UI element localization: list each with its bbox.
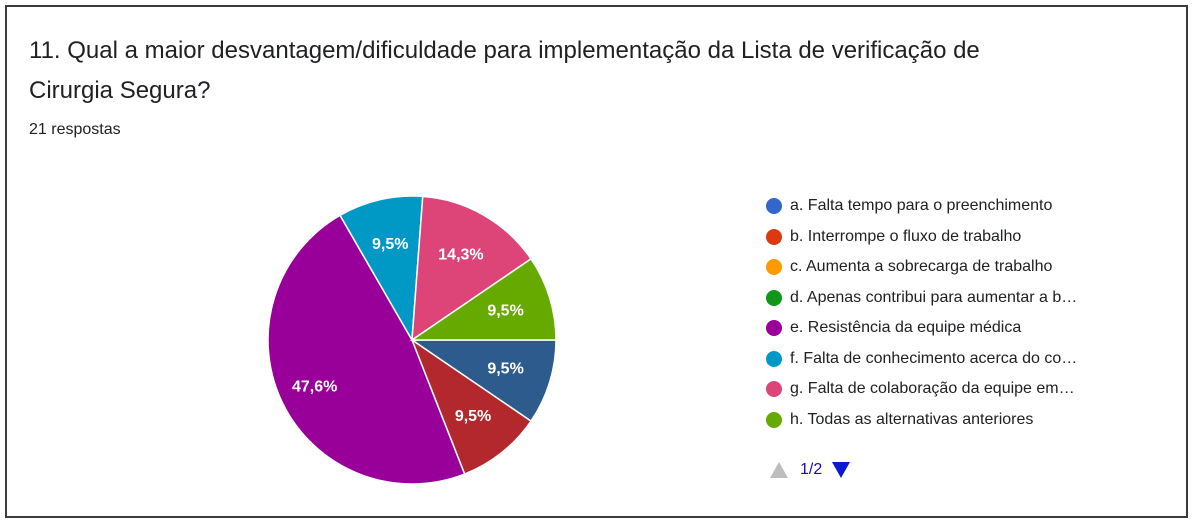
- pie-slice-label: 9,5%: [455, 408, 491, 425]
- pie-slice[interactable]: [409, 339, 557, 423]
- legend-label: f. Falta de conhecimento acerca do co…: [790, 349, 1078, 367]
- question-title: 11. Qual a maior desvantagem/dificuldade…: [29, 31, 1129, 111]
- legend-item[interactable]: e. Resistência da equipe médica: [766, 313, 1077, 344]
- legend-label: d. Apenas contribui para aumentar a b…: [790, 288, 1078, 306]
- legend-label: h. Todas as alternativas anteriores: [790, 410, 1034, 428]
- legend-label: a. Falta tempo para o preenchimento: [790, 197, 1053, 215]
- pie-slice[interactable]: [267, 214, 466, 485]
- pie-slice[interactable]: [338, 195, 424, 343]
- triangle-down-icon[interactable]: [832, 462, 851, 478]
- legend-label: b. Interrompe o fluxo de trabalho: [790, 227, 1022, 245]
- question-card: 11. Qual a maior desvantagem/dificuldade…: [5, 5, 1188, 518]
- question-title-line-1: 11. Qual a maior desvantagem/dificuldade…: [29, 37, 980, 64]
- legend-item[interactable]: d. Apenas contribui para aumentar a b…: [766, 283, 1077, 314]
- pie-slice[interactable]: [411, 195, 533, 342]
- legend-item[interactable]: h. Todas as alternativas anteriores: [766, 405, 1077, 436]
- legend-label: c. Aumenta a sobrecarga de trabalho: [790, 258, 1053, 276]
- response-count: 21 respostas: [29, 121, 121, 138]
- legend-swatch-icon: [766, 381, 782, 398]
- legend-swatch-icon: [766, 350, 782, 367]
- legend-swatch-icon: [766, 259, 782, 276]
- legend-label: e. Resistência da equipe médica: [790, 319, 1022, 337]
- triangle-up-icon[interactable]: [770, 462, 788, 478]
- legend-label: g. Falta de colaboração da equipe em…: [790, 380, 1075, 398]
- chart-legend: a. Falta tempo para o preenchimento b. I…: [766, 191, 1077, 435]
- legend-item[interactable]: c. Aumenta a sobrecarga de trabalho: [766, 252, 1077, 283]
- question-title-line-2: Cirurgia Segura?: [29, 77, 211, 104]
- pie-slice-label: 14,3%: [438, 247, 483, 264]
- pie-slice-label: 9,5%: [372, 236, 408, 253]
- pie-slice-label: 9,5%: [487, 303, 523, 320]
- legend-swatch-icon: [766, 198, 782, 215]
- pie-slice[interactable]: [409, 257, 557, 341]
- pie-chart: 9,5% 9,5% 47,6% 9,5% 14,3% 9,5%: [267, 195, 557, 485]
- pie-slice[interactable]: [410, 338, 533, 476]
- legend-swatch-icon: [766, 320, 782, 337]
- legend-swatch-icon: [766, 228, 782, 245]
- pie-slice-label: 9,5%: [487, 360, 523, 377]
- pager-label: 1/2: [800, 461, 823, 478]
- legend-swatch-icon: [766, 289, 782, 306]
- legend-item[interactable]: g. Falta de colaboração da equipe em…: [766, 374, 1077, 405]
- legend-item[interactable]: b. Interrompe o fluxo de trabalho: [766, 222, 1077, 253]
- pie-slice-label: 47,6%: [292, 378, 337, 395]
- legend-item[interactable]: a. Falta tempo para o preenchimento: [766, 191, 1077, 222]
- legend-item[interactable]: f. Falta de conhecimento acerca do co…: [766, 344, 1077, 375]
- legend-swatch-icon: [766, 411, 782, 428]
- legend-pager: 1/2: [770, 461, 851, 479]
